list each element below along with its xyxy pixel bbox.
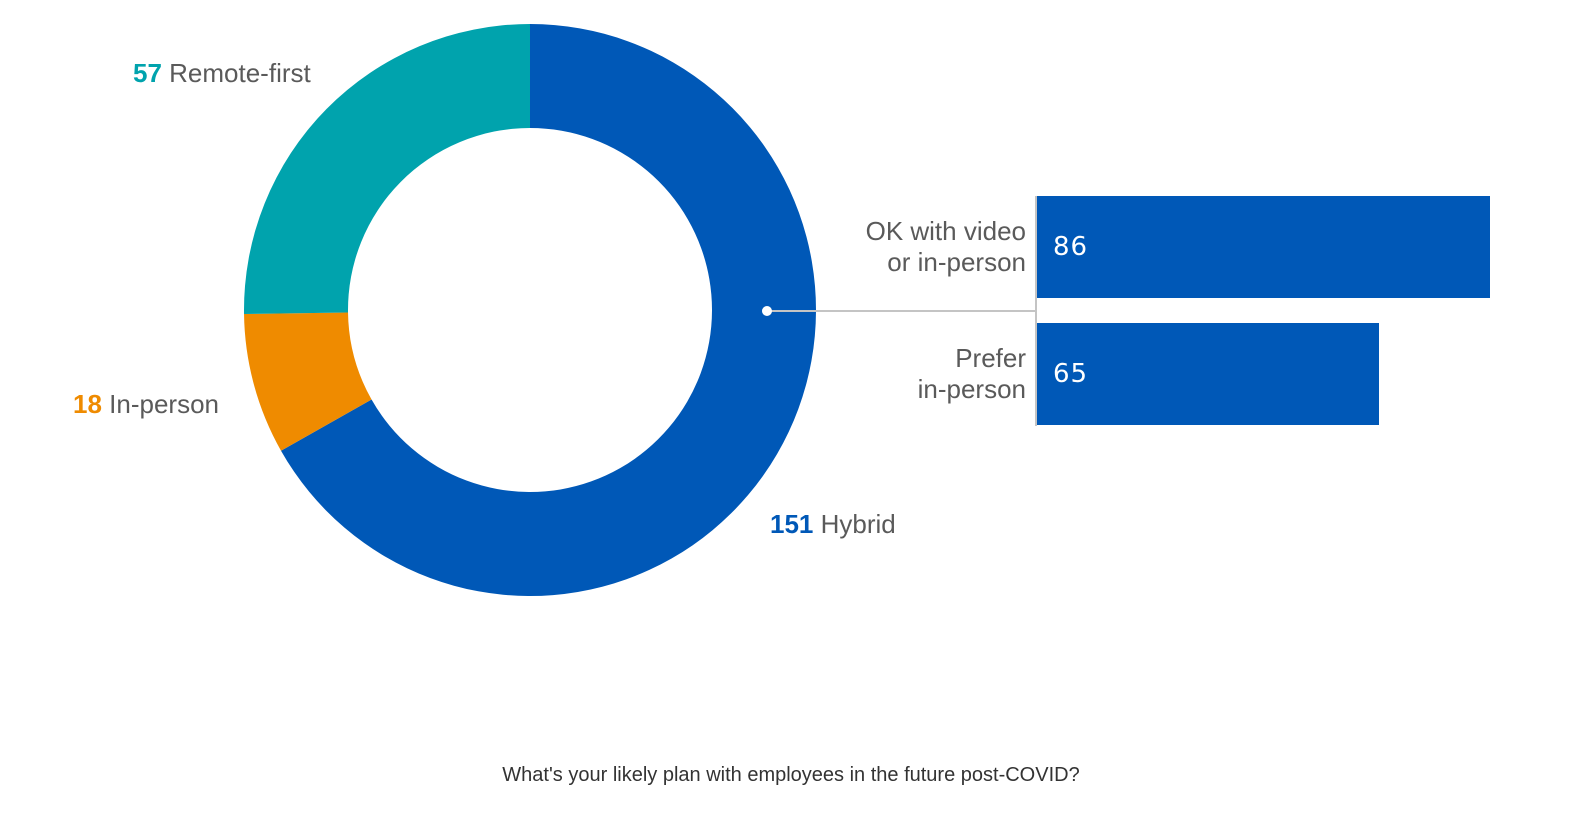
slice-remote-first <box>244 24 531 314</box>
label-in-person-value: 18 <box>73 389 102 419</box>
bar-ok-with-video-label-line-1: OK with video <box>865 216 1026 246</box>
chart-caption: What's your likely plan with employees i… <box>502 764 1080 786</box>
bar-ok-with-video-value: 86 <box>1053 232 1089 262</box>
label-remote-first-text: Remote-first <box>161 58 311 88</box>
bar-prefer-in-person-label-line-2: in-person <box>917 374 1026 404</box>
bar-prefer-in-person <box>1037 323 1379 425</box>
bar-ok-with-video-label-line-2: or in-person <box>887 247 1026 277</box>
slice-hybrid <box>281 24 816 596</box>
bar-prefer-in-person-label: Prefer in-person <box>796 343 1026 405</box>
slice-in-person <box>244 312 372 451</box>
bar-prefer-in-person-label-line-1: Prefer <box>955 343 1026 373</box>
label-in-person: 18 In-person <box>73 391 219 417</box>
bar-prefer-in-person-value: 65 <box>1053 359 1089 389</box>
label-hybrid-text: Hybrid <box>813 509 896 539</box>
bar-ok-with-video-label: OK with video or in-person <box>796 216 1026 278</box>
label-remote-first: 57 Remote-first <box>133 60 311 86</box>
connector-dot <box>762 306 772 316</box>
label-in-person-text: In-person <box>101 389 219 419</box>
label-hybrid: 151 Hybrid <box>770 511 896 537</box>
bar-ok-with-video <box>1037 196 1490 298</box>
label-hybrid-value: 151 <box>770 509 814 539</box>
label-remote-first-value: 57 <box>133 58 162 88</box>
